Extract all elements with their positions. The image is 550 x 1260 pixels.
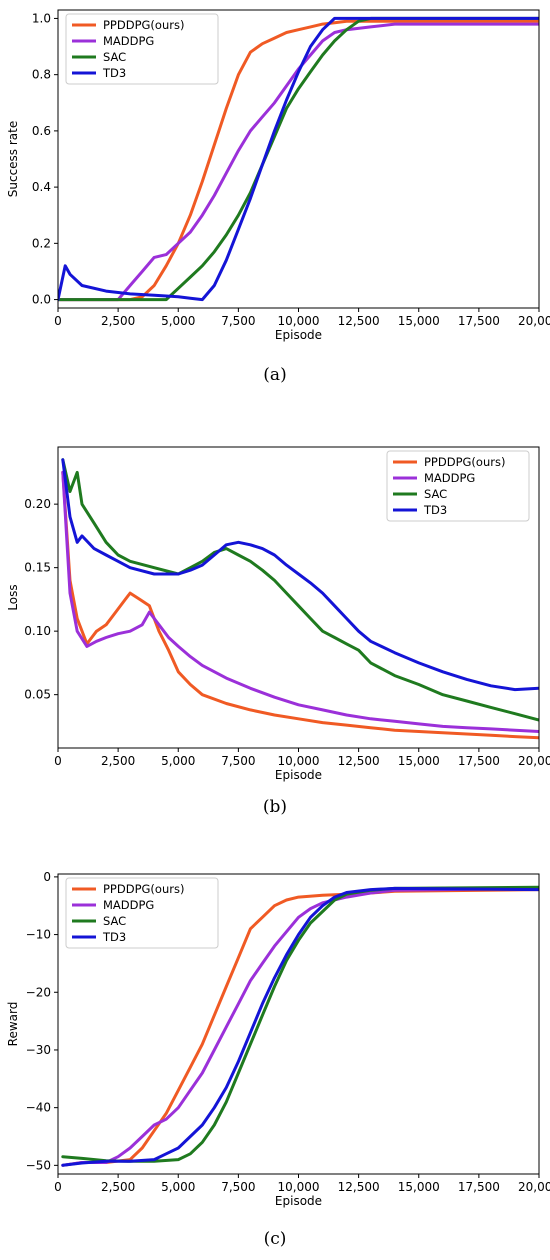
x-tick-label: 20,000 [518, 1180, 550, 1194]
chart-panel-2: 0 2,500 5,000 7,500 10,000 12,500 15,000 17,500… [6, 446, 550, 817]
series-line-maddpg [61, 470, 539, 733]
series-group [61, 458, 539, 740]
y-tick-label: 0 [43, 870, 51, 884]
legend-label: TD3 [423, 503, 447, 517]
y-tick-label: −10 [26, 928, 51, 942]
chart-panel-3: 0 2,500 5,000 7,500 10,000 12,500 15,000 17,500… [6, 870, 550, 1249]
y-tick-label: 0.10 [24, 624, 51, 638]
y-tick-label: −20 [26, 985, 51, 999]
x-tick-label: 0 [54, 314, 62, 328]
series-line-sac [61, 458, 539, 722]
panel-caption: (c) [264, 1229, 287, 1249]
x-tick-label: 5,000 [161, 314, 195, 328]
x-tick-label: 10,000 [278, 754, 320, 768]
series-line-ppddpg-ours- [61, 888, 539, 1167]
y-axis-label: Reward [6, 1002, 20, 1047]
x-tick-label: 2,500 [101, 754, 135, 768]
series-line-td3 [61, 886, 539, 1167]
x-tick-label: 17,500 [458, 1180, 500, 1194]
legend-label: SAC [103, 914, 126, 928]
x-tick-label: 15,000 [398, 1180, 440, 1194]
y-tick-label: 1.0 [32, 11, 51, 25]
y-tick-label: −50 [26, 1158, 51, 1172]
x-tick-label: 15,000 [398, 754, 440, 768]
series-group [58, 16, 539, 302]
x-tick-label: 15,000 [398, 314, 440, 328]
x-tick-label: 12,500 [338, 754, 380, 768]
x-tick-label: 7,500 [221, 754, 255, 768]
legend-label: PPDDPG(ours) [103, 18, 184, 32]
x-tick-label: 10,000 [278, 1180, 320, 1194]
legend-box [65, 877, 219, 949]
x-tick-label: 0 [54, 754, 62, 768]
x-tick-label: 0 [54, 1180, 62, 1194]
y-tick-label: −40 [26, 1101, 51, 1115]
series-line-td3 [58, 16, 539, 302]
x-tick-label: 7,500 [221, 314, 255, 328]
legend-label: PPDDPG(ours) [103, 882, 184, 896]
y-tick-label: 0.6 [32, 124, 51, 138]
x-tick-label: 17,500 [458, 754, 500, 768]
x-tick-label: 5,000 [161, 754, 195, 768]
y-tick-label: 0.05 [24, 688, 51, 702]
y-tick-label: 0.0 [32, 293, 51, 307]
legend-label: TD3 [102, 66, 126, 80]
series-line-maddpg [61, 886, 539, 1167]
chart-panel-1: 0 2,500 5,000 7,500 10,000 12,500 15,000 17,500… [6, 9, 550, 385]
legend: PPDDPG(ours) MADDPG SAC TD3 [65, 13, 219, 85]
legend-label: SAC [424, 487, 447, 501]
panel-caption: (a) [263, 365, 286, 385]
legend-label: TD3 [102, 930, 126, 944]
x-tick-label: 2,500 [101, 1180, 135, 1194]
x-tick-label: 20,000 [518, 754, 550, 768]
y-tick-label: 0.8 [32, 68, 51, 82]
y-tick-label: 0.15 [24, 561, 51, 575]
y-axis-label: Loss [6, 584, 20, 610]
legend-label: MADDPG [103, 898, 154, 912]
x-tick-label: 17,500 [458, 314, 500, 328]
x-tick-label: 7,500 [221, 1180, 255, 1194]
series-line-maddpg [58, 22, 539, 302]
x-tick-label: 20,000 [518, 314, 550, 328]
series-line-ppddpg-ours- [61, 470, 539, 740]
x-tick-label: 5,000 [161, 1180, 195, 1194]
y-tick-label: 0.20 [24, 497, 51, 511]
series-line-ppddpg-ours- [58, 19, 539, 302]
legend-label: MADDPG [424, 471, 475, 485]
legend-label: MADDPG [103, 34, 154, 48]
panel-caption: (b) [263, 797, 287, 817]
y-tick-label: 0.2 [32, 236, 51, 250]
x-tick-label: 10,000 [278, 314, 320, 328]
series-group [61, 885, 539, 1167]
y-tick-label: −30 [26, 1043, 51, 1057]
legend-box [65, 13, 219, 85]
legend-label: SAC [103, 50, 126, 64]
legend: PPDDPG(ours) MADDPG SAC TD3 [65, 877, 219, 949]
x-axis-label: Episode [275, 768, 322, 782]
x-tick-label: 12,500 [338, 314, 380, 328]
y-axis-label: Success rate [6, 121, 20, 198]
legend-label: PPDDPG(ours) [424, 455, 505, 469]
y-tick-label: 0.4 [32, 180, 51, 194]
legend: PPDDPG(ours) MADDPG SAC TD3 [386, 450, 530, 522]
x-axis-label: Episode [275, 328, 322, 342]
x-axis-label: Episode [275, 1194, 322, 1208]
series-line-td3 [61, 458, 539, 692]
x-tick-label: 2,500 [101, 314, 135, 328]
x-tick-label: 12,500 [338, 1180, 380, 1194]
legend-box [386, 450, 530, 522]
